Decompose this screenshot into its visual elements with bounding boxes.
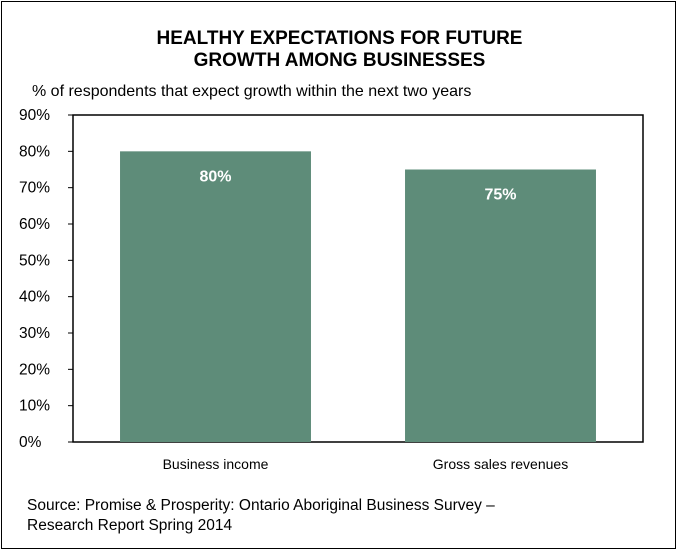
source-line-2: Research Report Spring 2014 (27, 517, 233, 534)
x-tick-label: Business income (163, 456, 269, 472)
chart-title: HEALTHY EXPECTATIONS FOR FUTURE GROWTH A… (0, 28, 679, 72)
y-tick-label: 40% (19, 289, 50, 306)
chart-title-line-1: HEALTHY EXPECTATIONS FOR FUTURE (156, 28, 523, 49)
source-line-1: Source: Promise & Prosperity: Ontario Ab… (27, 497, 495, 514)
chart-subtitle: % of respondents that expect growth with… (32, 83, 472, 100)
y-tick-label: 50% (19, 252, 50, 269)
y-tick-label: 60% (19, 216, 50, 233)
y-tick-label: 30% (19, 325, 50, 342)
chart-title-line-2: GROWTH AMONG BUSINESSES (193, 50, 486, 71)
bar-data-label: 80% (199, 168, 231, 185)
y-tick-label: 10% (19, 398, 50, 415)
bar (405, 169, 596, 442)
y-tick-label: 0% (19, 434, 42, 451)
x-tick-label: Gross sales revenues (433, 456, 568, 472)
y-tick-label: 90% (19, 107, 50, 124)
bar-data-label: 75% (484, 187, 516, 204)
y-tick-label: 20% (19, 361, 50, 378)
plot-area-border (72, 114, 644, 443)
bar (120, 151, 311, 443)
y-tick-label: 80% (19, 143, 50, 160)
source-note: Source: Promise & Prosperity: Ontario Ab… (27, 496, 627, 536)
y-tick-label: 70% (19, 180, 50, 197)
